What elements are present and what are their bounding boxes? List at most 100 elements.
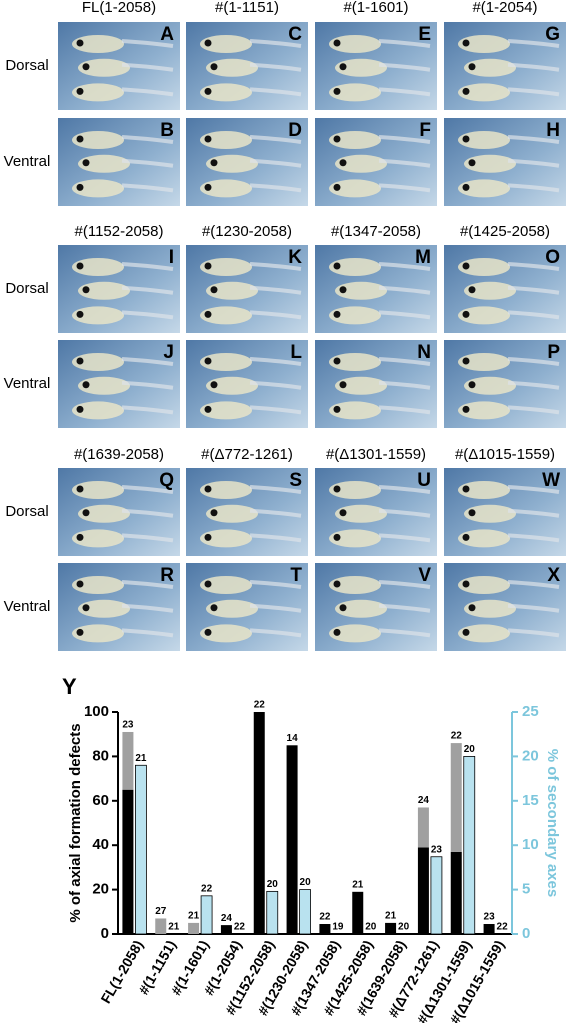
panel-letter: J bbox=[163, 342, 174, 363]
n-label: 23 bbox=[484, 912, 496, 923]
embryo-tail bbox=[378, 62, 431, 72]
panel-letter: L bbox=[290, 342, 302, 363]
embryo-tail bbox=[249, 183, 302, 193]
embryo bbox=[329, 576, 381, 594]
y-tick-label: 80 bbox=[92, 747, 109, 764]
embryo bbox=[458, 481, 510, 499]
y-tick-label: 0 bbox=[101, 925, 109, 942]
embryo-tail bbox=[249, 62, 302, 72]
embryo-eye bbox=[333, 533, 341, 541]
embryo-eye bbox=[333, 405, 341, 413]
y-tick-label: 20 bbox=[92, 881, 109, 898]
bar bbox=[200, 895, 213, 935]
embryo-eye bbox=[333, 262, 341, 270]
embryo-tail bbox=[507, 357, 560, 366]
row-label: Dorsal bbox=[5, 280, 48, 297]
embryo-eye bbox=[204, 262, 212, 270]
panel-letter: P bbox=[547, 342, 560, 363]
embryo bbox=[200, 401, 252, 420]
embryo-tail bbox=[378, 603, 431, 613]
n-label: 22 bbox=[451, 731, 463, 742]
y-tick-label: 40 bbox=[92, 836, 109, 853]
panel-letter: Q bbox=[159, 470, 174, 491]
embryo-tail bbox=[378, 405, 431, 415]
column-header: #(1-2054) bbox=[472, 0, 537, 16]
embryo-eye bbox=[210, 159, 218, 167]
embryo bbox=[78, 281, 130, 300]
n-label: 19 bbox=[332, 922, 344, 933]
embryo-tail bbox=[249, 135, 302, 144]
embryo-eye bbox=[333, 628, 341, 636]
embryo-tail bbox=[249, 628, 302, 638]
column-header: #(1425-2058) bbox=[460, 223, 550, 240]
embryo-tail bbox=[121, 135, 174, 144]
panel-letter: V bbox=[418, 565, 431, 586]
embryo bbox=[458, 83, 510, 102]
bar bbox=[122, 731, 134, 790]
y2-tick-label: 25 bbox=[522, 703, 539, 720]
embryo-eye bbox=[468, 63, 476, 71]
embryo bbox=[72, 179, 124, 198]
bar bbox=[319, 924, 331, 934]
embryo-eye bbox=[204, 357, 212, 365]
embryo-tail bbox=[507, 39, 560, 48]
embryo bbox=[206, 58, 258, 77]
column-header: #(Δ1301-1559) bbox=[326, 446, 426, 463]
embryo bbox=[206, 504, 258, 523]
bar bbox=[450, 743, 462, 852]
embryo-tail bbox=[378, 285, 431, 295]
embryo-tail bbox=[378, 485, 431, 494]
bar bbox=[266, 890, 279, 935]
embryo-tail bbox=[507, 380, 560, 390]
embryo bbox=[458, 179, 510, 198]
embryo-eye bbox=[462, 405, 470, 413]
panel-letter: H bbox=[546, 120, 560, 141]
row-label: Dorsal bbox=[5, 57, 48, 74]
embryo bbox=[200, 529, 252, 548]
embryo bbox=[78, 58, 130, 77]
panel-letter: U bbox=[417, 470, 431, 491]
embryo-tail bbox=[121, 285, 174, 295]
embryo-tail bbox=[121, 39, 174, 48]
embryo bbox=[72, 401, 124, 420]
embryo-eye bbox=[204, 405, 212, 413]
embryo bbox=[72, 131, 124, 149]
n-label: 22 bbox=[234, 922, 246, 933]
panel-letter: I bbox=[169, 247, 174, 268]
embryo bbox=[72, 576, 124, 594]
embryo bbox=[200, 179, 252, 198]
panel-letter: S bbox=[289, 470, 302, 491]
embryo-tail bbox=[121, 628, 174, 638]
embryo bbox=[206, 376, 258, 395]
embryo bbox=[72, 353, 124, 371]
embryo-eye bbox=[333, 357, 341, 365]
embryo-tail bbox=[249, 310, 302, 320]
embryo bbox=[72, 258, 124, 276]
embryo-tail bbox=[507, 405, 560, 415]
n-label: 20 bbox=[300, 877, 312, 888]
x-tick-label: FL(1-2058) bbox=[97, 937, 146, 1006]
embryo-eye bbox=[339, 63, 347, 71]
panel-letter: E bbox=[418, 24, 431, 45]
embryo bbox=[458, 401, 510, 420]
embryo-eye bbox=[76, 262, 84, 270]
panel-letter: B bbox=[160, 120, 174, 141]
embryo-tail bbox=[121, 62, 174, 72]
embryo-eye bbox=[462, 533, 470, 541]
bar bbox=[417, 807, 429, 848]
column-header: #(1-1151) bbox=[215, 0, 279, 16]
embryo-eye bbox=[76, 135, 84, 143]
embryo-eye bbox=[462, 357, 470, 365]
panel-letter: D bbox=[288, 120, 302, 141]
bar bbox=[155, 918, 167, 934]
embryo bbox=[458, 529, 510, 548]
embryo-tail bbox=[249, 405, 302, 415]
n-label: 21 bbox=[352, 879, 364, 890]
n-label: 24 bbox=[221, 913, 233, 924]
embryo bbox=[329, 481, 381, 499]
embryo-tail bbox=[507, 628, 560, 638]
embryo-eye bbox=[462, 262, 470, 270]
embryo-eye bbox=[204, 628, 212, 636]
panel-letter: G bbox=[545, 24, 560, 45]
embryo-tail bbox=[249, 158, 302, 168]
